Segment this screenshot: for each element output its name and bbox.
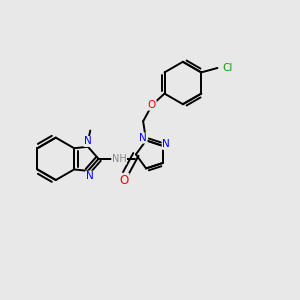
Text: N: N xyxy=(84,136,92,146)
Text: N: N xyxy=(85,171,93,181)
Text: Cl: Cl xyxy=(223,63,233,73)
Text: O: O xyxy=(148,100,156,110)
Text: O: O xyxy=(119,173,129,187)
Text: N: N xyxy=(162,139,170,149)
Text: NH: NH xyxy=(112,154,127,164)
Text: N: N xyxy=(139,133,147,143)
